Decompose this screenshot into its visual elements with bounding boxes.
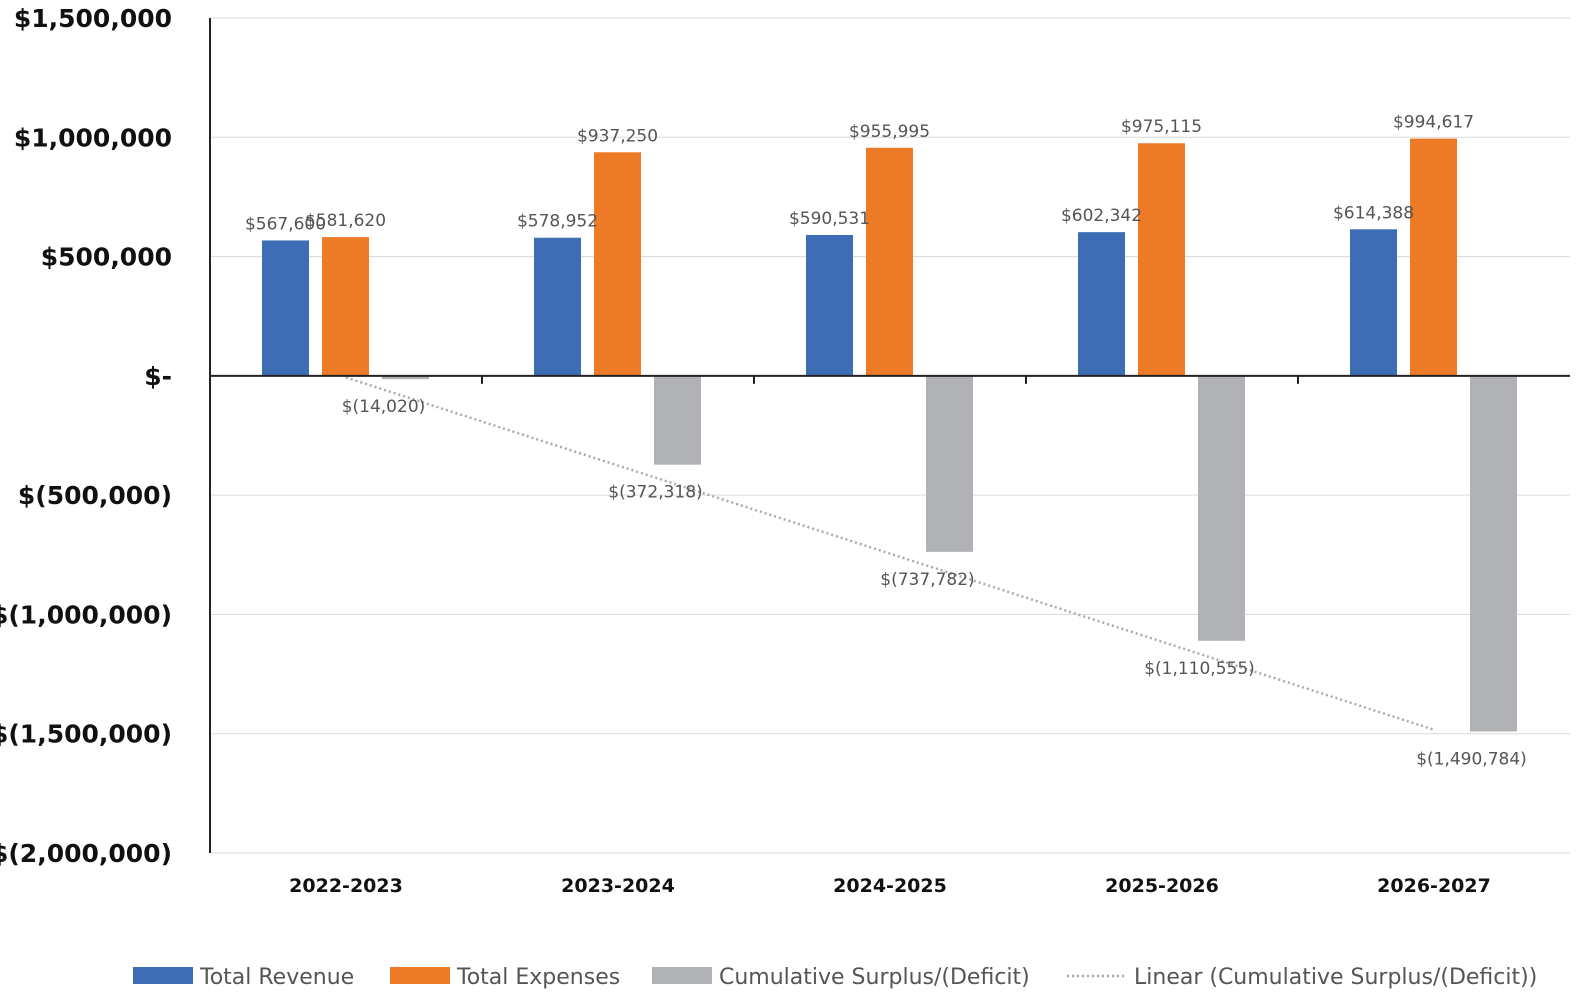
data-label-total-expenses: $955,995 (849, 122, 930, 142)
data-label-total-expenses: $994,617 (1393, 113, 1474, 133)
x-category-label: 2024-2025 (833, 875, 947, 897)
data-label-cumulative-surplus-deficit: $(372,318) (608, 483, 702, 503)
legend-label: Total Revenue (199, 965, 354, 990)
x-category-label: 2023-2024 (561, 875, 675, 897)
data-label-cumulative-surplus-deficit: $(737,782) (880, 570, 974, 590)
legend: Total Revenue Total Expenses Cumulative Su… (133, 965, 1537, 990)
legend-label: Linear (Cumulative Surplus/(Deficit)) (1134, 965, 1537, 990)
legend-swatch (390, 967, 450, 984)
legend-label: Total Expenses (456, 965, 620, 990)
bar-total-expenses (322, 237, 369, 376)
data-label-cumulative-surplus-deficit: $(1,490,784) (1416, 750, 1527, 770)
data-label-total-revenue: $614,388 (1333, 203, 1414, 223)
x-category-label: 2026-2027 (1377, 875, 1491, 897)
data-label-total-expenses: $937,250 (577, 126, 658, 146)
y-tick-label: $1,000,000 (14, 123, 172, 152)
bar-cumulative-surplus-deficit (1470, 375, 1517, 732)
bar-cumulative-surplus-deficit (654, 375, 701, 465)
axes (209, 18, 1570, 853)
bar-cumulative-surplus-deficit (1198, 375, 1245, 641)
y-tick-label: $1,500,000 (14, 4, 172, 33)
data-label-total-expenses: $975,115 (1121, 117, 1202, 137)
bar-total-revenue (262, 240, 309, 376)
data-label-cumulative-surplus-deficit: $(1,110,555) (1144, 659, 1255, 679)
x-category-label: 2025-2026 (1105, 875, 1219, 897)
x-category-label: 2022-2023 (289, 875, 403, 897)
bar-total-revenue (1350, 229, 1397, 376)
x-axis-categories: 2022-2023 2023-2024 2024-2025 2025-2026 2026… (289, 875, 1491, 897)
data-label-total-revenue: $578,952 (517, 212, 598, 232)
gridlines (210, 17, 1570, 854)
bar-total-expenses (866, 147, 913, 376)
bar-cumulative-surplus-deficit (926, 375, 973, 552)
y-tick-label: $(500,000) (18, 481, 172, 510)
bar-total-expenses (594, 152, 641, 376)
trendline-linear (345, 376, 1435, 731)
y-axis-ticks: $1,500,000 $1,000,000 $500,000 $- $(500,000)… (0, 4, 172, 868)
data-label-total-revenue: $567,600 (245, 214, 326, 234)
y-tick-label: $(2,000,000) (0, 839, 172, 868)
bar-total-expenses (1138, 143, 1185, 376)
bar-total-revenue (806, 234, 853, 376)
data-label-total-expenses: $581,620 (305, 211, 386, 231)
trendline (345, 376, 1435, 731)
y-tick-label: $(1,000,000) (0, 600, 172, 629)
bars (262, 138, 1517, 732)
y-tick-label: $- (144, 362, 172, 391)
bar-total-revenue (1078, 232, 1125, 376)
bar-cumulative-surplus-deficit (382, 375, 429, 380)
data-label-cumulative-surplus-deficit: $(14,020) (342, 397, 426, 417)
y-tick-label: $(1,500,000) (0, 720, 172, 749)
bar-total-expenses (1410, 138, 1457, 376)
data-label-total-revenue: $590,531 (789, 209, 870, 229)
legend-swatch (652, 967, 712, 984)
data-labels: $567,600 $578,952 $590,531 $602,342 $614,388… (245, 113, 1527, 770)
y-tick-label: $500,000 (41, 243, 172, 272)
data-label-total-revenue: $602,342 (1061, 206, 1142, 226)
legend-label: Cumulative Surplus/(Deficit) (719, 965, 1030, 990)
bar-total-revenue (534, 237, 581, 376)
legend-swatch (133, 967, 193, 984)
